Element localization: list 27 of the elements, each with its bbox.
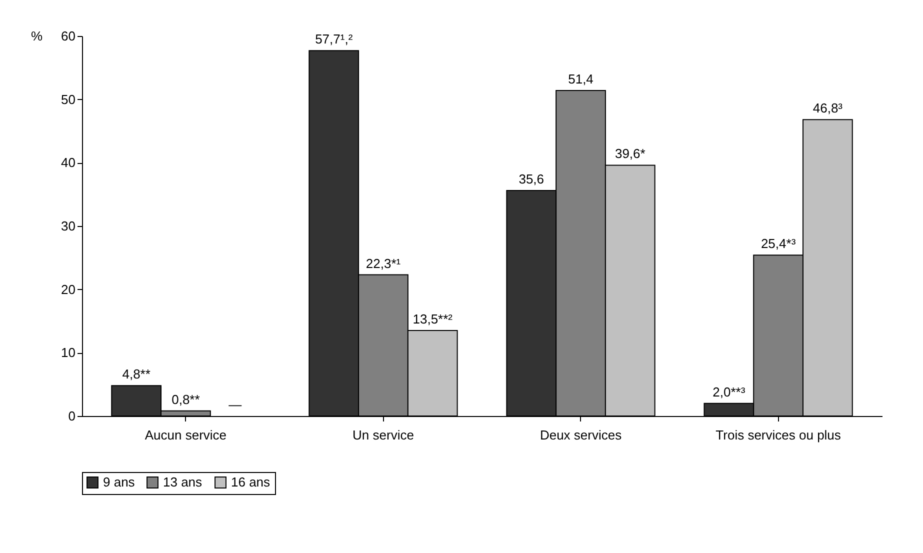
y-tick-label: 20 bbox=[61, 282, 76, 297]
y-tick-label: 10 bbox=[61, 345, 76, 360]
y-tick-label: 40 bbox=[61, 155, 76, 170]
x-tick-label: Trois services ou plus bbox=[716, 428, 842, 442]
data-label: 0,8** bbox=[172, 392, 200, 407]
data-label: 13,5**² bbox=[412, 312, 454, 326]
y-axis-title: % bbox=[30, 28, 43, 44]
x-tick-label: Deux services bbox=[540, 428, 622, 442]
x-tick-label: Aucun service bbox=[144, 428, 227, 442]
data-label: 35,6 bbox=[518, 172, 544, 187]
legend-label: 9 ans bbox=[103, 474, 136, 490]
data-label: 39,6* bbox=[614, 146, 646, 162]
data-label: 57,7¹,² bbox=[315, 32, 354, 47]
legend-label: 13 ans bbox=[163, 474, 203, 490]
y-tick-label: 0 bbox=[68, 408, 76, 424]
data-label: 2,0**³ bbox=[712, 384, 746, 400]
data-label: 4,8** bbox=[122, 366, 150, 382]
data-label: 46,8³ bbox=[812, 100, 844, 116]
data-label: 22,3*¹ bbox=[366, 256, 402, 271]
data-label: 51,4 bbox=[568, 71, 594, 86]
text: — bbox=[228, 397, 242, 412]
y-tick-label: 60 bbox=[61, 28, 76, 44]
y-tick-label: 50 bbox=[61, 92, 76, 107]
data-label: 25,4*³ bbox=[760, 236, 796, 252]
y-tick-label: 30 bbox=[61, 218, 76, 234]
x-tick-label: Un service bbox=[352, 428, 414, 442]
legend-label: 16 ans bbox=[231, 474, 271, 490]
